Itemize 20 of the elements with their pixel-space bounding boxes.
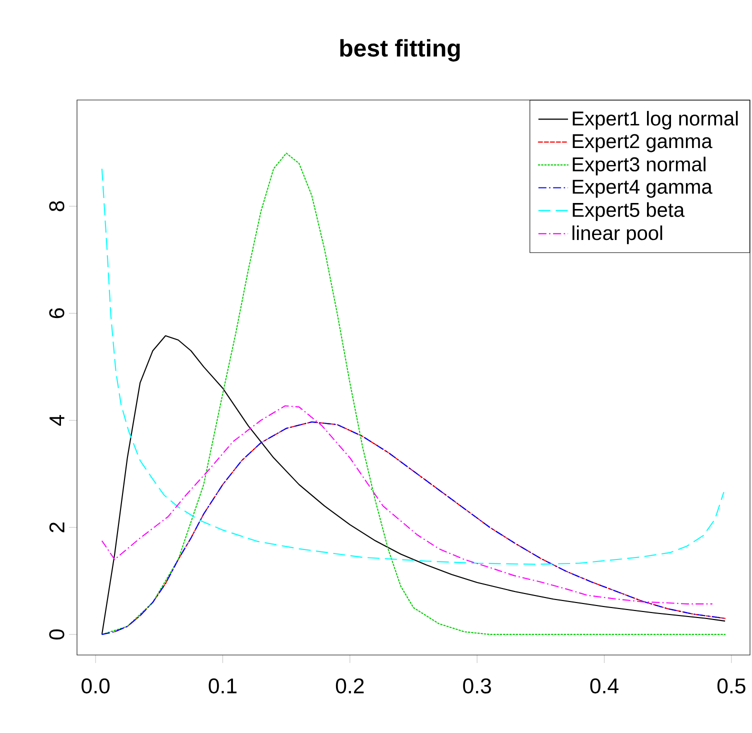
x-tick-label: 0.1 bbox=[208, 678, 237, 694]
legend-label: Expert5 beta bbox=[572, 202, 685, 221]
legend-label: Expert2 gamma bbox=[572, 134, 712, 152]
x-tick-label: 0.3 bbox=[463, 678, 491, 694]
y-tick-label: 8 bbox=[49, 201, 64, 212]
legend-label: Expert1 log normal bbox=[572, 110, 738, 130]
x-tick-label: 0.2 bbox=[336, 678, 364, 694]
x-tick-label: 0.5 bbox=[717, 678, 746, 694]
legend-label: Expert4 gamma bbox=[572, 180, 712, 198]
chart-title: best fitting bbox=[340, 39, 460, 62]
line-series bbox=[101, 335, 726, 635]
legend-label: Expert3 normal bbox=[572, 156, 706, 176]
x-tick-label: 0.0 bbox=[82, 678, 110, 694]
legend-label: linear pool bbox=[572, 225, 662, 244]
line-series bbox=[101, 405, 713, 604]
x-tick-label: 0.4 bbox=[590, 678, 618, 694]
y-tick-label: 4 bbox=[50, 415, 64, 426]
y-tick-label: 6 bbox=[49, 308, 64, 318]
y-tick-label: 2 bbox=[49, 522, 64, 532]
y-tick-label: 0 bbox=[49, 629, 64, 640]
